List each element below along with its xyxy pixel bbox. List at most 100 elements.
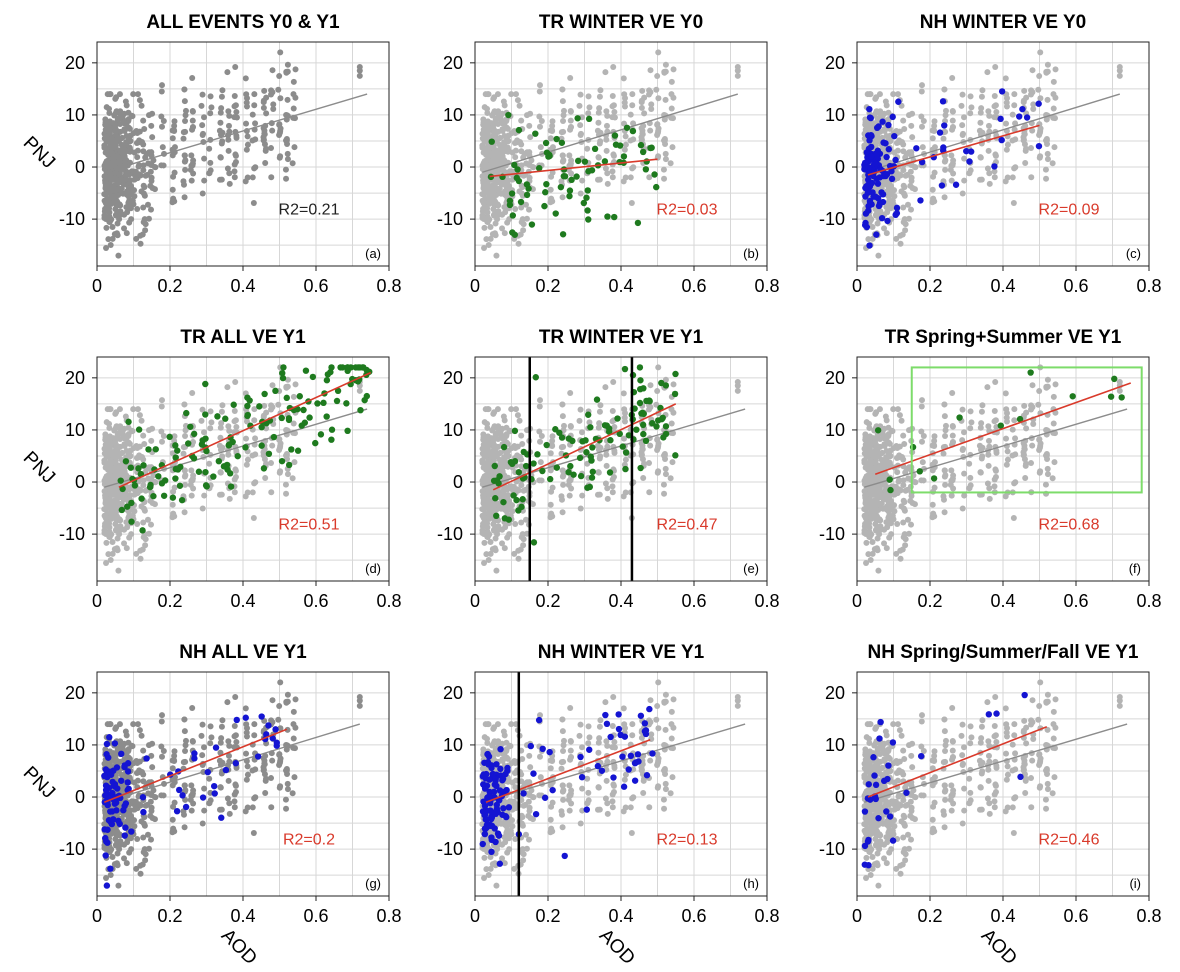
data-point: [597, 138, 604, 145]
data-point: [291, 459, 298, 466]
data-point: [199, 190, 206, 197]
data-point: [559, 473, 566, 480]
tick-label-x: 0.8: [376, 591, 401, 611]
data-point: [148, 476, 155, 483]
data-point: [949, 432, 956, 439]
data-point: [948, 152, 955, 159]
data-point: [667, 160, 674, 167]
data-point: [231, 489, 238, 496]
data-point: [491, 462, 498, 470]
data-point: [885, 121, 892, 129]
data-point: [107, 871, 114, 878]
data-point: [640, 385, 647, 392]
data-point: [1050, 420, 1057, 427]
data-point: [966, 460, 973, 467]
data-point: [900, 141, 907, 148]
data-point: [574, 157, 582, 165]
data-point: [900, 117, 907, 124]
data-point: [1116, 64, 1123, 71]
data-point: [485, 556, 492, 563]
data-point: [1012, 435, 1019, 442]
data-point: [201, 492, 208, 499]
data-point: [985, 437, 992, 444]
panel-title: ALL EVENTS Y0 & Y1: [146, 12, 340, 33]
data-point: [227, 483, 235, 490]
data-point: [129, 113, 136, 120]
data-point: [277, 49, 284, 56]
data-point: [107, 556, 114, 563]
data-point: [109, 550, 116, 557]
data-point: [576, 417, 583, 424]
data-point: [976, 127, 983, 134]
data-point: [867, 486, 874, 493]
data-point: [122, 458, 130, 465]
data-point: [1049, 475, 1056, 482]
tick-label-x: 0.4: [608, 276, 633, 296]
data-point: [352, 364, 359, 371]
data-point: [106, 406, 113, 413]
data-point: [547, 186, 554, 193]
data-point: [514, 166, 521, 173]
data-point: [634, 219, 642, 227]
data-point: [547, 127, 554, 134]
data-point: [106, 209, 113, 216]
data-point: [201, 429, 208, 436]
data-point: [959, 122, 966, 129]
data-point: [868, 143, 875, 151]
data-point: [283, 111, 290, 118]
data-point: [616, 142, 624, 149]
data-point: [159, 144, 166, 151]
data-point: [874, 194, 882, 202]
data-point: [559, 509, 566, 516]
data-point: [583, 194, 590, 201]
data-point: [597, 453, 604, 460]
data-point: [243, 91, 250, 98]
data-point: [909, 110, 916, 117]
data-point: [567, 462, 574, 470]
data-point: [481, 495, 488, 502]
data-point: [567, 124, 574, 131]
data-point: [504, 176, 511, 183]
data-point: [949, 439, 956, 446]
data-point: [518, 141, 525, 148]
data-point: [1036, 388, 1043, 395]
data-point: [609, 483, 616, 490]
data-point: [206, 460, 213, 467]
data-point: [883, 435, 890, 442]
data-point: [112, 447, 119, 454]
data-point: [874, 180, 882, 187]
data-point: [1029, 67, 1036, 74]
data-point: [1029, 382, 1036, 389]
data-point: [102, 126, 109, 133]
data-point: [506, 197, 514, 204]
data-point: [515, 469, 523, 476]
data-point: [961, 114, 968, 121]
data-point: [479, 506, 486, 513]
data-point: [864, 176, 872, 183]
data-point: [123, 435, 130, 442]
data-point: [116, 406, 123, 413]
data-point: [495, 121, 502, 128]
data-point: [518, 456, 525, 463]
data-point: [101, 529, 108, 536]
data-point: [559, 467, 566, 474]
data-point: [489, 154, 496, 161]
all-events-points: [479, 49, 741, 259]
data-point: [249, 174, 256, 181]
data-point: [966, 485, 973, 492]
data-point: [489, 121, 496, 128]
data-point: [949, 108, 956, 115]
data-point: [124, 170, 131, 177]
r2-label: R2=0.51: [279, 517, 340, 534]
data-point: [103, 180, 110, 187]
data-point: [113, 527, 120, 534]
data-point: [489, 436, 496, 443]
data-point: [603, 462, 610, 469]
data-point: [218, 176, 225, 183]
data-point: [170, 510, 177, 517]
data-point: [149, 425, 156, 432]
data-point: [526, 122, 533, 129]
data-point: [528, 221, 536, 228]
data-point: [142, 172, 149, 179]
